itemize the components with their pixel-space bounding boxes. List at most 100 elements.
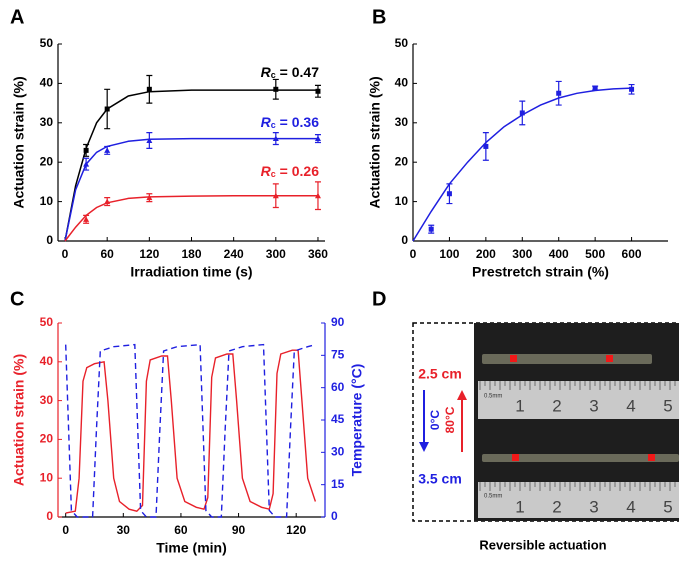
marker [146, 194, 153, 201]
ruler-number: 3 [589, 497, 598, 516]
x-tick-label: 30 [117, 523, 131, 537]
marker [272, 135, 279, 142]
x-tick-label: 500 [585, 247, 605, 261]
y-tick-label: 40 [40, 354, 54, 368]
panel-letter: D [372, 288, 386, 310]
x-tick-label: 100 [439, 247, 459, 261]
y-tick-label: 0 [401, 233, 408, 247]
marker [519, 110, 525, 116]
length-label: 3.5 cm [418, 471, 462, 487]
marker [314, 135, 321, 142]
ruler-number: 4 [626, 396, 635, 415]
y-tick-label: 40 [395, 76, 409, 90]
data-line [65, 343, 316, 518]
marker [556, 90, 562, 96]
x-axis-label: Time (min) [156, 540, 227, 556]
y2-axis-label: Temperature (°C) [349, 364, 365, 477]
y-tick-label: 50 [395, 36, 409, 50]
x-tick-label: 0 [62, 247, 69, 261]
annotation-text: = 0.47 [276, 64, 319, 80]
fit-line [64, 194, 318, 242]
x-tick-label: 0 [62, 523, 69, 537]
x-axis-label: Prestretch strain (%) [472, 264, 609, 280]
y2-tick-label: 0 [331, 509, 338, 523]
y-axis-label: Actuation strain (%) [11, 354, 27, 486]
annotation-text: = 0.36 [276, 114, 319, 130]
y2-tick-label: 90 [331, 315, 345, 329]
x-tick-label: 300 [266, 247, 286, 261]
panel-letter: B [372, 6, 386, 28]
caption: Reversible actuation [479, 537, 606, 552]
strip [482, 354, 652, 364]
x-tick-label: 0 [410, 247, 417, 261]
y-tick-label: 10 [40, 470, 54, 484]
x-tick-label: 60 [174, 523, 188, 537]
ruler-number: 4 [626, 497, 635, 516]
ruler-number: 2 [552, 396, 561, 415]
annotation: Rc = 0.36 [261, 114, 320, 131]
y2-tick-label: 45 [331, 412, 345, 426]
ruler-number: 1 [515, 497, 524, 516]
x-tick-label: 300 [512, 247, 532, 261]
length-label: 2.5 cm [418, 366, 462, 382]
annotation-symbol: R [261, 163, 272, 179]
y-tick-label: 10 [40, 194, 54, 208]
marker [83, 147, 89, 153]
y-tick-label: 0 [46, 509, 53, 523]
marker [314, 192, 321, 199]
fit-line [64, 89, 318, 242]
y-tick-label: 30 [40, 115, 54, 129]
marker [629, 86, 635, 92]
strip [482, 454, 679, 462]
marker [104, 106, 110, 112]
marker [428, 226, 434, 232]
y2-tick-label: 60 [331, 380, 345, 394]
marker [83, 216, 90, 222]
x-tick-label: 90 [232, 523, 246, 537]
ruler-number: 5 [663, 396, 672, 415]
x-tick-label: 200 [476, 247, 496, 261]
x-axis-label: Irradiation time (s) [130, 264, 252, 280]
y-tick-label: 20 [395, 154, 409, 168]
marker-dot [510, 355, 517, 362]
ruler-number: 5 [663, 497, 672, 516]
x-tick-label: 400 [549, 247, 569, 261]
marker-dot [512, 454, 519, 461]
x-tick-label: 600 [622, 247, 642, 261]
annotation-symbol: R [261, 64, 272, 80]
y-tick-label: 10 [395, 194, 409, 208]
data-line [65, 349, 317, 514]
ruler-unit: 0.5mm [484, 394, 502, 400]
y-tick-label: 50 [40, 315, 54, 329]
annotation-text: = 0.26 [276, 163, 319, 179]
ruler-number: 1 [515, 396, 524, 415]
x-tick-label: 360 [308, 247, 328, 261]
arrow-head [419, 442, 429, 452]
x-tick-label: 120 [286, 523, 306, 537]
temp-label: 80°C [443, 406, 457, 433]
y2-tick-label: 15 [331, 477, 345, 491]
marker [446, 191, 452, 197]
x-tick-label: 60 [101, 247, 115, 261]
annotation-subscript: c [271, 70, 276, 80]
marker [146, 137, 153, 144]
ruler [478, 482, 679, 518]
y-axis-label: Actuation strain (%) [11, 76, 27, 208]
fit-line [64, 137, 318, 242]
panel-letter: A [10, 6, 24, 28]
marker-dot [606, 355, 613, 362]
x-tick-label: 180 [181, 247, 201, 261]
x-tick-label: 240 [224, 247, 244, 261]
x-tick-label: 120 [139, 247, 159, 261]
marker [272, 192, 279, 199]
marker [104, 147, 111, 153]
marker-dot [648, 454, 655, 461]
ruler-unit: 0.5mm [484, 494, 502, 500]
y-tick-label: 20 [40, 154, 54, 168]
marker [315, 88, 321, 94]
y-axis-label: Actuation strain (%) [367, 76, 383, 208]
arrow-head [457, 390, 467, 400]
y2-tick-label: 75 [331, 348, 345, 362]
y-tick-label: 20 [40, 432, 54, 446]
